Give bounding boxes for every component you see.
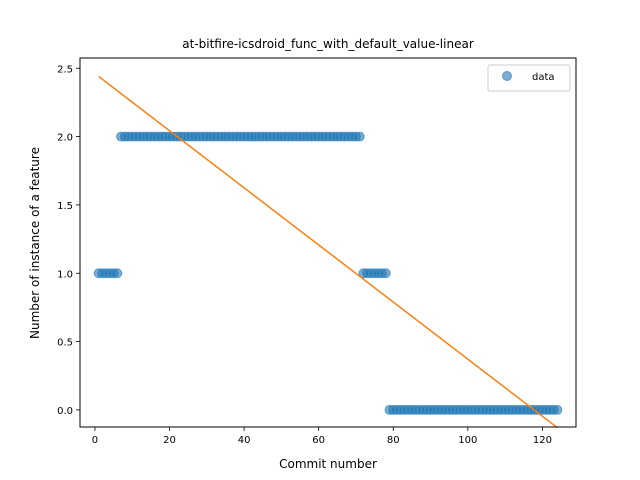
chart-title: at-bitfire-icsdroid_func_with_default_va…: [182, 37, 474, 51]
data-point: [380, 268, 391, 279]
x-tick-label: 0: [92, 435, 98, 446]
y-axis: 0.0 0.5 1.0 1.5 2.0 2.5: [57, 64, 80, 417]
axes-frame: [79, 57, 577, 428]
x-tick-label: 80: [387, 435, 400, 446]
y-tick-label: 2.0: [57, 133, 73, 144]
x-tick-label: 40: [238, 435, 251, 446]
fit-line: [98, 75, 558, 429]
y-tick-label: 2.5: [57, 64, 73, 75]
legend-marker: [502, 71, 512, 81]
y-tick-label: 0.5: [57, 338, 73, 349]
y-tick-label: 1.0: [57, 269, 73, 280]
data-point: [354, 131, 365, 142]
x-axis: 0 20 40 60 80 100 120: [92, 427, 552, 446]
x-tick-label: 20: [163, 435, 176, 446]
x-tick-label: 120: [533, 435, 552, 446]
y-tick-label: 0.0: [57, 406, 73, 417]
plot-area: [93, 75, 563, 429]
x-tick-label: 100: [458, 435, 477, 446]
x-tick-label: 60: [312, 435, 325, 446]
data-point: [112, 268, 123, 279]
x-axis-label: Commit number: [279, 457, 377, 471]
legend-box: [487, 64, 571, 92]
legend: data: [487, 64, 571, 92]
y-tick-label: 1.5: [57, 201, 73, 212]
legend-label: data: [532, 72, 555, 83]
y-axis-label: Number of instance of a feature: [28, 147, 42, 339]
data-point: [552, 404, 563, 415]
